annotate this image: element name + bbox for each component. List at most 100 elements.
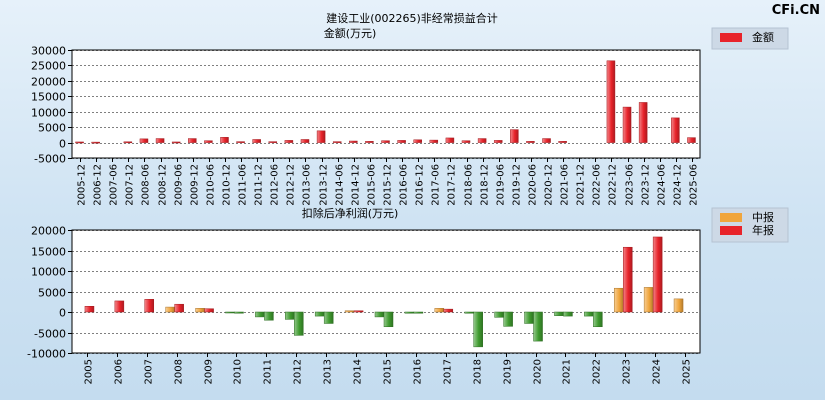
chart1-bar-amount bbox=[123, 141, 133, 144]
chart2-xtick-label: 2017 bbox=[443, 359, 454, 384]
chart2-xtick-label: 2005 bbox=[84, 359, 95, 384]
chart2-bar-interim bbox=[404, 311, 415, 314]
chart1-bar-amount bbox=[526, 141, 535, 143]
chart1-bar-amount bbox=[75, 141, 84, 144]
chart1-xtick-label: 2024-12 bbox=[673, 164, 684, 206]
chart1-xtick-label: 2015-06 bbox=[367, 164, 378, 206]
chart2-bar-annual bbox=[503, 311, 513, 327]
chart1-ytick-label: 0 bbox=[59, 138, 66, 151]
chart1-bar-amount bbox=[220, 137, 229, 143]
chart1-bar-amount bbox=[671, 117, 680, 143]
chart1-bar-amount bbox=[558, 141, 567, 143]
chart1-legend-label: 金额 bbox=[752, 30, 774, 44]
chart2-xtick-label: 2009 bbox=[204, 359, 215, 384]
chart2-bar-interim bbox=[524, 311, 534, 324]
chart2-legend-swatch bbox=[720, 226, 742, 235]
chart2-legend-swatch bbox=[720, 213, 742, 222]
chart2-bar-annual bbox=[652, 236, 663, 313]
chart1-bar-amount bbox=[349, 140, 358, 143]
chart1-xtick-label: 2012-06 bbox=[270, 164, 281, 206]
chart1-ytick-label: 10000 bbox=[31, 107, 66, 120]
chart2-xtick-label: 2022 bbox=[592, 359, 603, 384]
chart1-bar-amount bbox=[687, 137, 696, 143]
chart1-ytick-label: 5000 bbox=[38, 122, 66, 135]
chart2-xtick-label: 2006 bbox=[114, 359, 125, 384]
chart1-xtick-label: 2008-12 bbox=[158, 164, 169, 206]
chart2-bar-annual bbox=[413, 311, 424, 314]
chart2-bar-interim bbox=[673, 298, 684, 313]
chart1-bar-amount bbox=[268, 141, 278, 143]
chart1-xtick-label: 2013-12 bbox=[319, 164, 330, 206]
chart1-xtick-label: 2019-12 bbox=[512, 164, 523, 206]
chart1-bar-amount bbox=[477, 138, 487, 143]
chart2-xtick-label: 2016 bbox=[413, 359, 424, 384]
chart1-bar-amount bbox=[316, 130, 326, 143]
chart2-bar-interim bbox=[255, 311, 265, 318]
chart1-bar-amount bbox=[413, 139, 422, 143]
chart1-bar-amount bbox=[332, 141, 342, 143]
chart2-xtick-label: 2020 bbox=[533, 359, 544, 384]
chart1-xtick-label: 2010-06 bbox=[206, 164, 217, 206]
chart2-ytick-label: 15000 bbox=[31, 246, 66, 259]
chart2-bar-interim bbox=[285, 311, 295, 320]
chart2-bar-interim bbox=[374, 311, 385, 318]
chart1-xtick-label: 2009-06 bbox=[174, 164, 185, 206]
chart1-xtick-label: 2021-12 bbox=[576, 164, 587, 206]
chart2-xtick-label: 2023 bbox=[622, 359, 633, 384]
chart2-ytick-label: -10000 bbox=[27, 348, 66, 361]
chart1-xtick-label: 2017-06 bbox=[431, 164, 442, 206]
chart1-xtick-label: 2017-12 bbox=[447, 164, 458, 206]
chart1-bar-amount bbox=[188, 138, 197, 143]
chart1-bar-amount bbox=[236, 141, 245, 143]
chart1-xtick-label: 2009-12 bbox=[190, 164, 201, 206]
chart1-xtick-label: 2011-12 bbox=[254, 164, 265, 206]
chart1-bar-amount bbox=[252, 139, 261, 143]
chart1-bar-amount bbox=[445, 137, 455, 143]
chart1-ytick-label: 15000 bbox=[31, 91, 66, 104]
chart1-bar-amount bbox=[622, 106, 632, 143]
chart2-bar-interim bbox=[195, 308, 205, 313]
chart1-xtick-label: 2014-12 bbox=[351, 164, 362, 206]
chart1-xtick-label: 2021-06 bbox=[560, 164, 571, 206]
chart1-ytick-label: 25000 bbox=[31, 60, 66, 73]
chart2-bar-annual bbox=[563, 311, 573, 317]
chart1-ytick-label: 20000 bbox=[31, 76, 66, 89]
chart2-legend-label: 年报 bbox=[752, 223, 774, 237]
chart1-bar-amount bbox=[429, 139, 439, 143]
chart1-bar-amount bbox=[155, 138, 165, 143]
chart1-bar-amount bbox=[284, 140, 294, 143]
chart2-ytick-label: 10000 bbox=[31, 266, 66, 279]
chart2-xtick-label: 2021 bbox=[562, 359, 573, 384]
chart1-bar-amount bbox=[493, 140, 503, 143]
chart2-bar-annual bbox=[473, 311, 483, 348]
chart2-bar-interim bbox=[584, 311, 594, 317]
chart1-ylabel: 金额(万元) bbox=[324, 26, 377, 40]
chart2-plot-area bbox=[71, 229, 701, 354]
chart1-title: 建设工业(002265)非经常损益合计 bbox=[326, 11, 498, 25]
chart2-xtick-label: 2015 bbox=[383, 359, 394, 384]
chart1-xtick-label: 2006-12 bbox=[93, 164, 104, 206]
chart2-bar-annual bbox=[353, 310, 364, 313]
chart2-bar-interim bbox=[225, 311, 235, 314]
chart2-xtick-label: 2018 bbox=[473, 359, 484, 384]
chart1-xtick-label: 2024-06 bbox=[657, 164, 668, 206]
chart1-xtick-label: 2018-06 bbox=[464, 164, 475, 206]
chart1-xtick-label: 2020-06 bbox=[528, 164, 539, 206]
chart1-xtick-label: 2007-06 bbox=[109, 164, 120, 206]
watermark: CFi.CN bbox=[772, 3, 820, 18]
chart2-legend-label: 中报 bbox=[752, 210, 774, 224]
chart2-xtick-label: 2010 bbox=[233, 359, 244, 384]
chart2-ytick-label: 5000 bbox=[38, 287, 66, 300]
chart2-bar-annual bbox=[144, 299, 155, 313]
chart1-bar-amount bbox=[300, 139, 310, 143]
chart1-xtick-label: 2020-12 bbox=[544, 164, 555, 206]
chart2-xtick-label: 2019 bbox=[503, 359, 514, 384]
chart2-bar-annual bbox=[174, 303, 184, 313]
chart2-bar-annual bbox=[323, 311, 334, 324]
chart2-xtick-label: 2014 bbox=[353, 359, 364, 384]
chart1-bar-amount bbox=[91, 141, 100, 144]
chart1-bar-amount bbox=[381, 140, 390, 143]
chart2-xtick-label: 2012 bbox=[293, 359, 304, 384]
